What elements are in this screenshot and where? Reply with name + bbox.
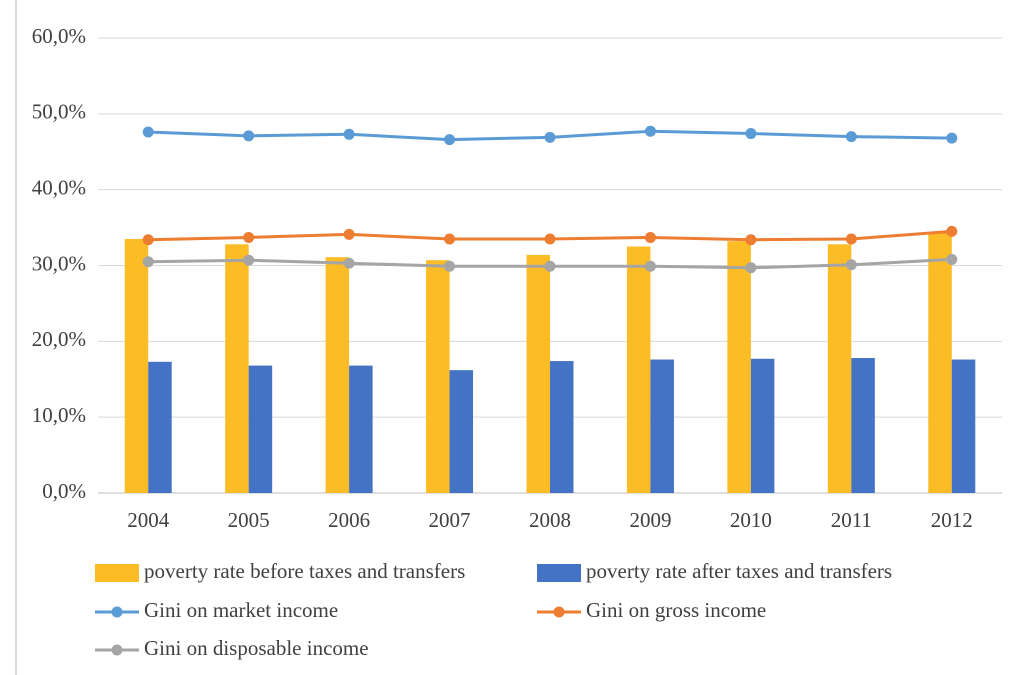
point (444, 134, 456, 146)
point (745, 262, 757, 274)
legend-label: Gini on gross income (586, 598, 766, 622)
bar (349, 365, 373, 493)
bar (650, 359, 674, 493)
bar (325, 257, 350, 493)
bar (248, 365, 273, 493)
bar (626, 246, 651, 493)
bar (750, 358, 775, 493)
point (544, 260, 556, 272)
point (845, 233, 857, 245)
bar (426, 260, 450, 493)
legend-swatch (553, 606, 565, 618)
bar (851, 358, 875, 493)
bar (124, 238, 149, 493)
bar (827, 244, 852, 493)
point (142, 234, 154, 246)
bar (225, 244, 249, 493)
point (444, 260, 456, 272)
legend-label: poverty rate after taxes and transfers (586, 559, 892, 583)
point (444, 233, 456, 245)
point (343, 228, 355, 240)
x-tick-label: 2005 (228, 508, 270, 532)
point (845, 259, 857, 271)
bar (727, 241, 751, 493)
point (544, 233, 556, 245)
x-tick-label: 2009 (629, 508, 671, 532)
point (142, 256, 154, 268)
point (644, 260, 656, 272)
y-tick-label: 20,0% (32, 327, 86, 351)
y-tick-label: 60,0% (32, 24, 86, 48)
legend-label: Gini on disposable income (144, 636, 369, 660)
y-tick-label: 50,0% (32, 100, 86, 124)
point (343, 128, 355, 140)
point (745, 128, 757, 140)
bar (526, 254, 550, 493)
point (243, 130, 255, 142)
y-tick-label: 0,0% (42, 479, 86, 503)
point (142, 126, 154, 138)
x-tick-label: 2004 (127, 508, 170, 532)
bar (550, 361, 574, 493)
x-tick-label: 2006 (328, 508, 370, 532)
point (745, 234, 757, 246)
point (644, 125, 656, 137)
bar (148, 361, 172, 493)
point (946, 132, 958, 144)
x-tick-label: 2011 (831, 508, 872, 532)
point (243, 254, 255, 266)
point (544, 131, 556, 143)
legend-swatch (95, 564, 139, 582)
point (946, 225, 958, 237)
y-tick-label: 30,0% (32, 251, 86, 275)
legend-label: Gini on market income (144, 598, 338, 622)
y-tick-label: 40,0% (32, 175, 86, 199)
x-tick-label: 2008 (529, 508, 571, 532)
chart-border (15, 0, 1032, 675)
x-tick-label: 2012 (931, 508, 973, 532)
point (243, 231, 255, 243)
legend-swatch (111, 606, 123, 618)
legend-swatch (537, 564, 581, 582)
legend-swatch (111, 644, 123, 656)
bar (951, 359, 976, 493)
point (343, 257, 355, 269)
legend-label: poverty rate before taxes and transfers (144, 559, 465, 583)
x-tick-label: 2010 (730, 508, 772, 532)
x-tick-label: 2007 (429, 508, 471, 532)
bar (449, 370, 474, 493)
y-tick-label: 10,0% (32, 403, 86, 427)
point (644, 231, 656, 243)
bar (928, 232, 952, 493)
point (845, 131, 857, 143)
point (946, 253, 958, 265)
